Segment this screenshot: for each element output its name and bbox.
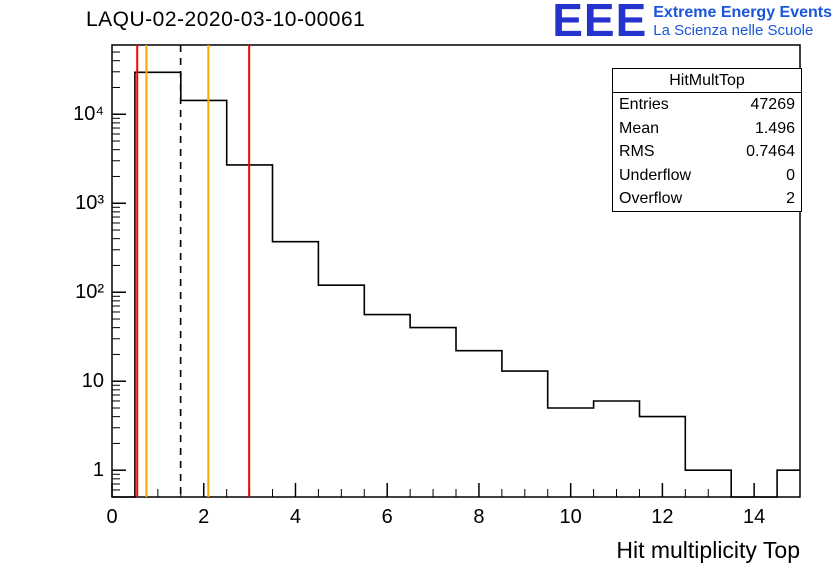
y-tick-label: 10⁴ — [73, 103, 104, 125]
stats-label: RMS — [619, 143, 655, 161]
y-tick-label: 10 — [82, 370, 104, 392]
stats-value: 0.7464 — [746, 143, 795, 161]
x-tick-label: 12 — [651, 506, 673, 528]
x-tick-label: 14 — [743, 506, 765, 528]
eee-logo: EEE Extreme Energy Events La Scienza nel… — [552, 0, 832, 46]
eee-logo-line2: La Scienza nelle Scuole — [653, 22, 814, 40]
eee-logo-line1: Extreme Energy Events — [653, 4, 832, 21]
y-tick-label: 10² — [75, 281, 104, 303]
x-tick-label: 0 — [106, 506, 117, 528]
x-axis-title: Hit multiplicity Top — [616, 537, 800, 563]
stats-value: 1.496 — [754, 119, 795, 137]
stats-value: 0 — [786, 166, 795, 184]
histogram-step-line — [112, 71, 800, 498]
x-tick-label: 8 — [473, 506, 484, 528]
stats-row-overflow: Overflow 2 — [613, 187, 801, 211]
stats-row-entries: Entries 47269 — [613, 93, 801, 117]
stats-label: Mean — [619, 119, 660, 137]
x-tick-label: 10 — [560, 506, 582, 528]
page-title: LAQU-02-2020-03-10-00061 — [86, 8, 366, 31]
x-tick-label: 2 — [198, 506, 209, 528]
stats-value: 47269 — [750, 96, 796, 113]
stats-label: Overflow — [619, 190, 683, 208]
stats-row-rms: RMS 0.7464 — [613, 140, 801, 164]
stats-value: 2 — [786, 190, 795, 208]
stats-box: HitMultTop Entries 47269 Mean 1.496 RMS … — [612, 68, 802, 212]
stats-label: Entries — [619, 96, 669, 113]
x-tick-label: 4 — [290, 506, 301, 528]
x-tick-label: 6 — [382, 506, 393, 528]
y-tick-label: 10³ — [75, 192, 104, 214]
stats-row-mean: Mean 1.496 — [613, 117, 801, 141]
stats-row-underflow: Underflow 0 — [613, 164, 801, 188]
stats-label: Underflow — [619, 166, 692, 184]
eee-logo-letters: EEE — [552, 0, 648, 46]
stats-box-title: HitMultTop — [613, 69, 801, 93]
y-tick-label: 1 — [93, 459, 104, 481]
eee-logo-text: Extreme Energy Events La Scienza nelle S… — [653, 2, 832, 40]
